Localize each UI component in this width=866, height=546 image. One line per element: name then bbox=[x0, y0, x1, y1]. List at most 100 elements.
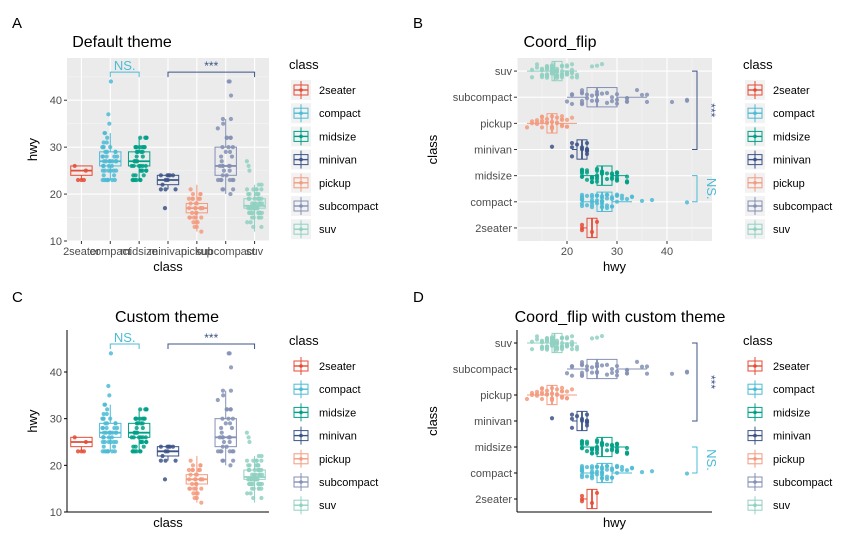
data-point bbox=[624, 468, 630, 473]
data-point bbox=[194, 210, 199, 215]
data-point bbox=[579, 493, 585, 499]
data-point bbox=[259, 182, 264, 187]
legend-item-suv: suv bbox=[291, 219, 337, 240]
data-point bbox=[226, 416, 231, 421]
data-point bbox=[246, 191, 251, 197]
data-point bbox=[111, 168, 116, 173]
data-point bbox=[228, 365, 234, 370]
data-point bbox=[229, 425, 235, 431]
legend-item-pickup: pickup bbox=[747, 449, 805, 468]
annotation-label: NS. bbox=[704, 178, 719, 200]
x-tick-label: minivan bbox=[149, 246, 187, 258]
data-point bbox=[554, 75, 560, 80]
data-point bbox=[244, 458, 250, 463]
chart-title: Custom theme bbox=[115, 309, 219, 326]
data-point bbox=[604, 205, 610, 211]
y-tick-label: midsize bbox=[475, 442, 512, 454]
data-point bbox=[614, 447, 620, 453]
data-point bbox=[604, 90, 610, 96]
box-suv bbox=[527, 332, 605, 354]
data-point bbox=[198, 463, 203, 468]
data-point bbox=[569, 347, 575, 352]
data-point bbox=[559, 385, 565, 390]
data-point bbox=[254, 187, 259, 192]
box-pickup bbox=[524, 384, 577, 406]
x-tick-label: 20 bbox=[561, 246, 573, 258]
x-tick-label: 40 bbox=[661, 246, 673, 258]
data-point bbox=[609, 99, 615, 104]
data-point bbox=[193, 472, 199, 477]
data-point bbox=[141, 444, 146, 449]
data-point bbox=[629, 194, 635, 199]
data-point bbox=[554, 115, 560, 120]
data-point bbox=[584, 439, 590, 444]
data-point bbox=[619, 196, 625, 201]
data-point bbox=[604, 467, 610, 472]
data-point bbox=[599, 91, 605, 96]
data-point bbox=[644, 371, 650, 376]
data-point bbox=[589, 198, 595, 203]
legend-key-point bbox=[299, 503, 303, 508]
data-point bbox=[252, 206, 257, 211]
data-point bbox=[584, 203, 590, 208]
y-tick-label: 20 bbox=[50, 460, 62, 472]
data-point bbox=[609, 175, 615, 180]
data-point bbox=[549, 144, 555, 149]
data-point bbox=[106, 439, 111, 445]
y-tick-label: suv bbox=[495, 66, 513, 78]
y-tick-label: subcompact bbox=[453, 92, 512, 104]
data-point bbox=[190, 191, 196, 197]
data-point bbox=[554, 120, 560, 125]
data-point bbox=[599, 170, 605, 176]
chart-title: Coord_flip with custom theme bbox=[515, 309, 726, 326]
data-point bbox=[589, 446, 595, 451]
legend-key-point bbox=[299, 88, 303, 92]
data-point bbox=[190, 467, 195, 473]
data-point bbox=[113, 149, 118, 154]
data-point bbox=[609, 204, 615, 209]
legend-item-label: subcompact bbox=[319, 477, 378, 489]
data-point bbox=[614, 470, 620, 476]
data-point bbox=[589, 336, 595, 341]
data-point bbox=[544, 339, 550, 344]
data-point bbox=[579, 171, 585, 176]
data-point bbox=[228, 116, 234, 122]
data-point bbox=[594, 472, 600, 477]
data-point bbox=[224, 135, 229, 140]
data-point bbox=[256, 463, 261, 468]
x-axis-title: class bbox=[153, 259, 183, 274]
data-point bbox=[226, 163, 232, 169]
data-point bbox=[105, 177, 111, 183]
data-point bbox=[599, 472, 605, 478]
data-point bbox=[194, 495, 199, 501]
legend-item-label: subcompact bbox=[773, 477, 832, 489]
data-point bbox=[106, 435, 112, 440]
data-point bbox=[198, 206, 204, 211]
data-point bbox=[534, 337, 540, 342]
data-point bbox=[589, 64, 595, 69]
significance-annotation: *** bbox=[167, 59, 256, 78]
data-point bbox=[134, 154, 139, 159]
legend-title: class bbox=[289, 333, 319, 348]
y-tick-label: 2seater bbox=[475, 223, 512, 235]
legend-item-2seater: 2seater bbox=[745, 80, 810, 100]
annotation-label: *** bbox=[204, 59, 218, 73]
data-point bbox=[589, 175, 595, 180]
data-point bbox=[230, 145, 235, 150]
data-point bbox=[104, 411, 109, 417]
bracket bbox=[692, 70, 698, 150]
data-point bbox=[669, 99, 675, 105]
data-point bbox=[614, 442, 620, 447]
data-point bbox=[221, 168, 227, 173]
data-point bbox=[544, 116, 550, 122]
data-point bbox=[199, 486, 204, 491]
data-point bbox=[524, 125, 530, 130]
data-point bbox=[160, 182, 165, 187]
legend-key-point bbox=[299, 134, 303, 139]
data-point bbox=[101, 173, 106, 178]
legend-item-minivan: minivan bbox=[291, 149, 357, 170]
data-point bbox=[649, 469, 655, 474]
legend-item-label: 2seater bbox=[319, 361, 356, 373]
